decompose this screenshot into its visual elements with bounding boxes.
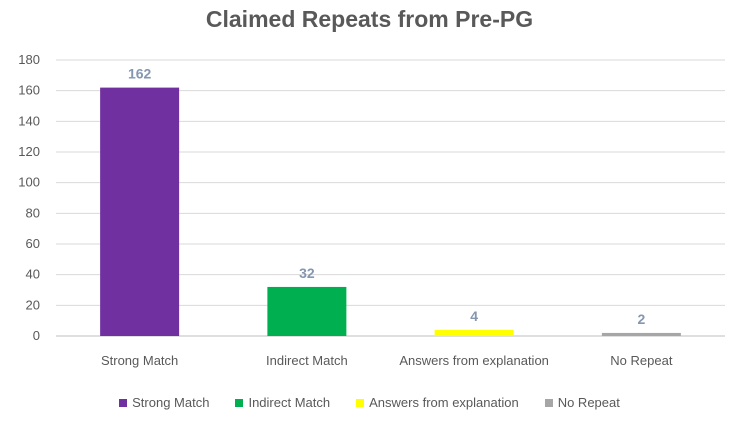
y-tick-label: 0	[33, 328, 40, 343]
data-label: 162	[128, 66, 152, 82]
y-tick-label: 120	[18, 144, 40, 159]
legend-item: Answers from explanation	[356, 395, 519, 410]
y-tick-label: 80	[26, 205, 40, 220]
legend-item: Indirect Match	[235, 395, 330, 410]
legend-swatch	[544, 398, 553, 407]
legend-swatch	[356, 398, 365, 407]
data-label: 2	[637, 311, 645, 327]
y-tick-label: 20	[26, 297, 40, 312]
x-tick-label: Strong Match	[101, 353, 178, 368]
y-tick-label: 60	[26, 236, 40, 251]
legend-label: No Repeat	[557, 395, 620, 410]
data-label: 32	[299, 265, 315, 281]
legend: Strong Match Indirect Match Answers from e…	[0, 395, 739, 410]
y-tick-label: 160	[18, 83, 40, 98]
x-tick-label: Answers from explanation	[399, 353, 549, 368]
chart-title: Claimed Repeats from Pre-PG	[205, 6, 534, 32]
x-tick-label: Indirect Match	[266, 353, 348, 368]
legend-item: No Repeat	[544, 395, 620, 410]
bar	[434, 329, 514, 336]
bar	[100, 87, 180, 336]
bar	[601, 332, 681, 336]
y-tick-label: 140	[18, 113, 40, 128]
legend-item: Strong Match	[119, 395, 209, 410]
data-label: 4	[470, 308, 478, 324]
y-tick-label: 40	[26, 267, 40, 282]
x-tick-label: No Repeat	[610, 353, 673, 368]
y-tick-label: 100	[18, 175, 40, 190]
y-tick-label: 180	[18, 52, 40, 67]
legend-label: Strong Match	[132, 395, 210, 410]
legend-label: Answers from explanation	[369, 395, 519, 410]
legend-swatch	[119, 398, 128, 407]
bar	[267, 286, 347, 336]
legend-swatch	[235, 398, 244, 407]
legend-label: Indirect Match	[248, 395, 331, 410]
